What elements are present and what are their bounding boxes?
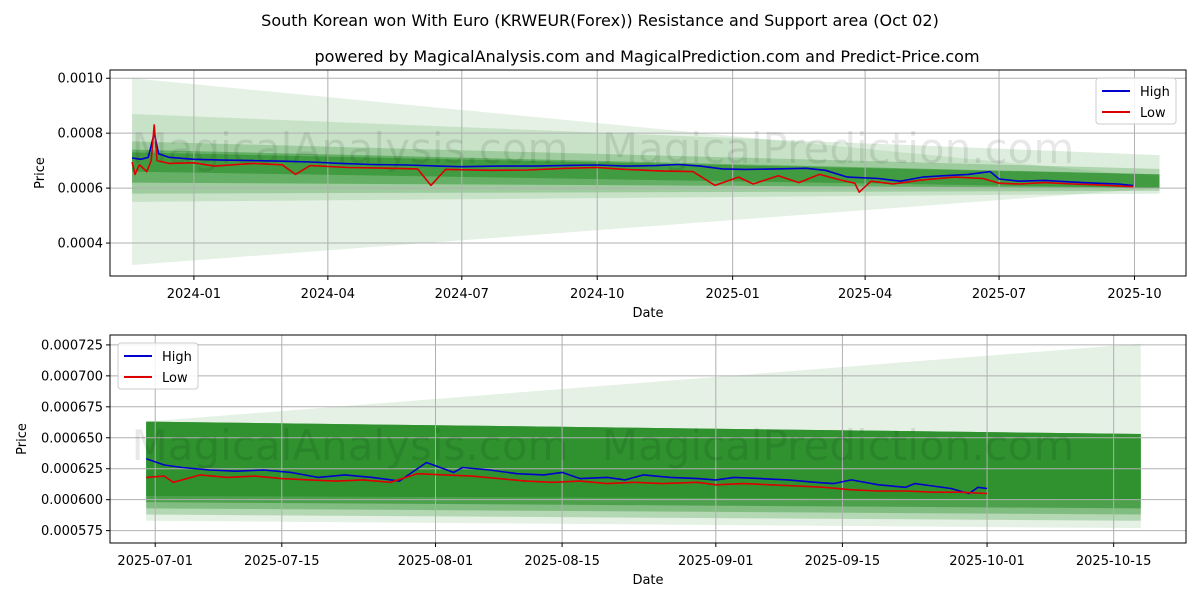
chart-subtitle: powered by MagicalAnalysis.com and Magic… (314, 47, 979, 66)
chart-panel-top: MagicalAnalysis.com MagicalPrediction.com… (33, 69, 1187, 321)
chart-title: South Korean won With Euro (KRWEUR(Forex… (261, 11, 939, 30)
y-tick-label: 0.0004 (58, 237, 104, 252)
legend-label-low: Low (162, 371, 188, 386)
legend-label-high: High (1140, 85, 1170, 100)
x-tick-label: 2025-10 (1107, 287, 1161, 302)
series-line-high (145, 458, 988, 495)
plot-area: MagicalAnalysis.com MagicalPrediction.com (110, 335, 1186, 543)
y-tick-label: 0.000650 (41, 431, 103, 446)
x-tick-label: 2025-01 (705, 287, 759, 302)
axes-frame (109, 69, 1187, 277)
x-tick-label: 2025-07-01 (117, 554, 193, 569)
chart-panel-bottom: MagicalAnalysis.com MagicalPrediction.com… (15, 334, 1187, 588)
axes-frame (109, 334, 1187, 544)
x-tick-label: 2025-09-15 (805, 554, 881, 569)
x-tick-label: 2024-07 (435, 287, 489, 302)
y-tick-label: 0.000600 (41, 493, 103, 508)
series-line-high (131, 132, 1134, 187)
y-axis-label: Price (15, 423, 30, 455)
y-tick-label: 0.000625 (41, 462, 103, 477)
y-tick-label: 0.000725 (41, 338, 103, 353)
x-tick-label: 2025-08-01 (398, 554, 474, 569)
y-tick-label: 0.0008 (58, 127, 104, 142)
x-tick-label: 2025-09-01 (678, 554, 754, 569)
watermark: MagicalPrediction.com (602, 124, 1075, 173)
y-tick-label: 0.0006 (58, 182, 104, 197)
x-tick-label: 2025-10-15 (1076, 554, 1152, 569)
x-tick-label: 2024-04 (301, 287, 355, 302)
series-line-low (131, 124, 1134, 193)
legend-label-high: High (162, 350, 192, 365)
series-line-low (146, 472, 988, 495)
x-axis-label: Date (632, 306, 663, 321)
y-axis-label: Price (33, 157, 48, 189)
plot-area: MagicalAnalysis.com MagicalPrediction.com (110, 70, 1186, 276)
x-tick-label: 2024-10 (570, 287, 624, 302)
y-tick-label: 0.000675 (41, 400, 103, 415)
x-tick-label: 2025-07-15 (244, 554, 320, 569)
x-tick-label: 2025-10-01 (949, 554, 1025, 569)
x-tick-label: 2025-04 (838, 287, 892, 302)
x-tick-label: 2024-01 (167, 287, 221, 302)
x-axis-label: Date (632, 573, 663, 588)
x-tick-label: 2025-07 (972, 287, 1026, 302)
legend: High Low (1095, 77, 1177, 125)
y-tick-label: 0.000575 (41, 524, 103, 539)
watermark: MagicalAnalysis.com (132, 421, 569, 470)
legend: High Low (117, 342, 199, 390)
y-tick-label: 0.000700 (41, 369, 103, 384)
legend-label-low: Low (1140, 106, 1166, 121)
x-tick-label: 2025-08-15 (524, 554, 600, 569)
y-tick-label: 0.0010 (58, 72, 104, 87)
watermark: MagicalPrediction.com (602, 421, 1075, 470)
